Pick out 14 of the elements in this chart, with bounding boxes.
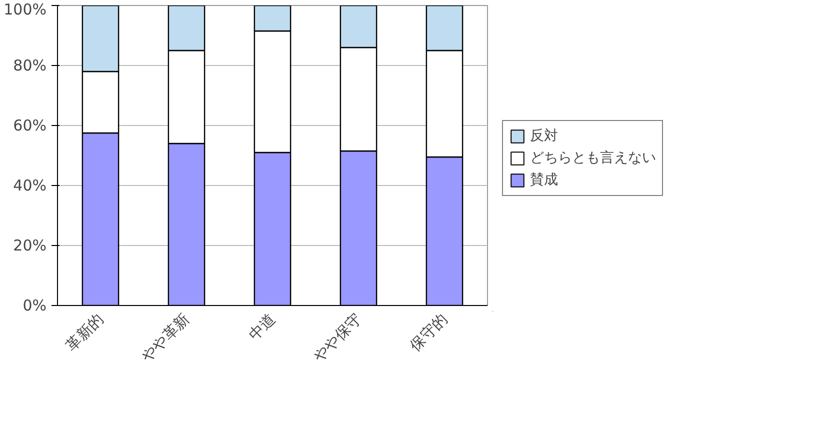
y-tick-label: 100% xyxy=(4,0,47,18)
x-tick-label: やや保守 xyxy=(310,310,365,366)
y-tick-label: 20% xyxy=(13,236,47,254)
legend-label: 賛成 xyxy=(530,171,558,189)
y-tick-label: 60% xyxy=(13,116,47,134)
x-tick-label: やや革新 xyxy=(138,310,193,366)
y-tick-label: 0% xyxy=(22,296,46,314)
x-tick-label: 中道 xyxy=(244,310,279,344)
x-tick-label: 革新的 xyxy=(62,310,107,355)
y-tick-label: 80% xyxy=(13,56,47,74)
y-tick-label: 40% xyxy=(13,176,47,194)
x-tick-label: 保守的 xyxy=(406,310,451,355)
legend-label: 反対 xyxy=(530,127,558,145)
legend-label: どちらとも言えない xyxy=(530,149,656,167)
